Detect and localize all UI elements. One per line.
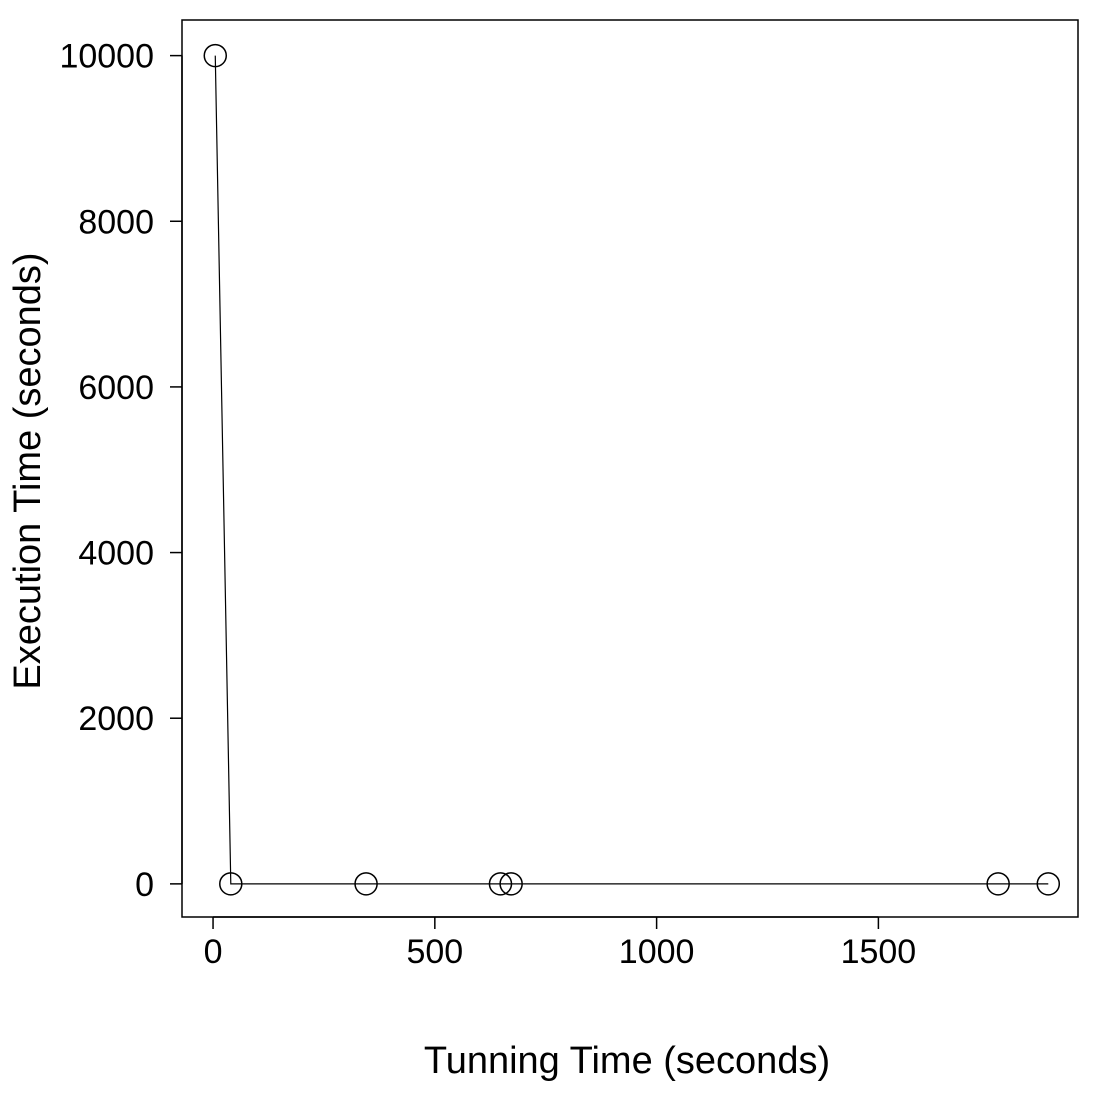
x-tick-label: 0 [204,933,223,971]
plot-frame [181,19,1079,918]
series-layer [203,43,1061,896]
data-point [499,872,523,896]
series-line [214,55,1049,885]
data-point [1036,872,1061,896]
x-tick-label: 1500 [841,933,917,971]
data-point [986,872,1010,896]
y-tick-label: 8000 [78,203,154,241]
y-tick-label: 6000 [78,369,154,407]
data-point [488,872,513,896]
data-point [219,872,243,896]
data-point [354,872,378,896]
y-tick-label: 2000 [78,700,154,738]
x-axis-label: Tunning Time (seconds) [424,1040,830,1082]
y-axis-label: Execution Time (seconds) [7,252,49,689]
x-axis: 0 500 1000 1500 [204,916,917,971]
y-tick-label: 0 [135,866,154,904]
x-tick-label: 1000 [619,933,695,971]
y-tick-label: 4000 [78,535,154,573]
data-point [203,43,228,68]
x-tick-label: 500 [406,933,463,971]
y-tick-label: 10000 [59,38,154,76]
y-axis: 0 2000 4000 6000 8000 10000 [59,38,183,904]
